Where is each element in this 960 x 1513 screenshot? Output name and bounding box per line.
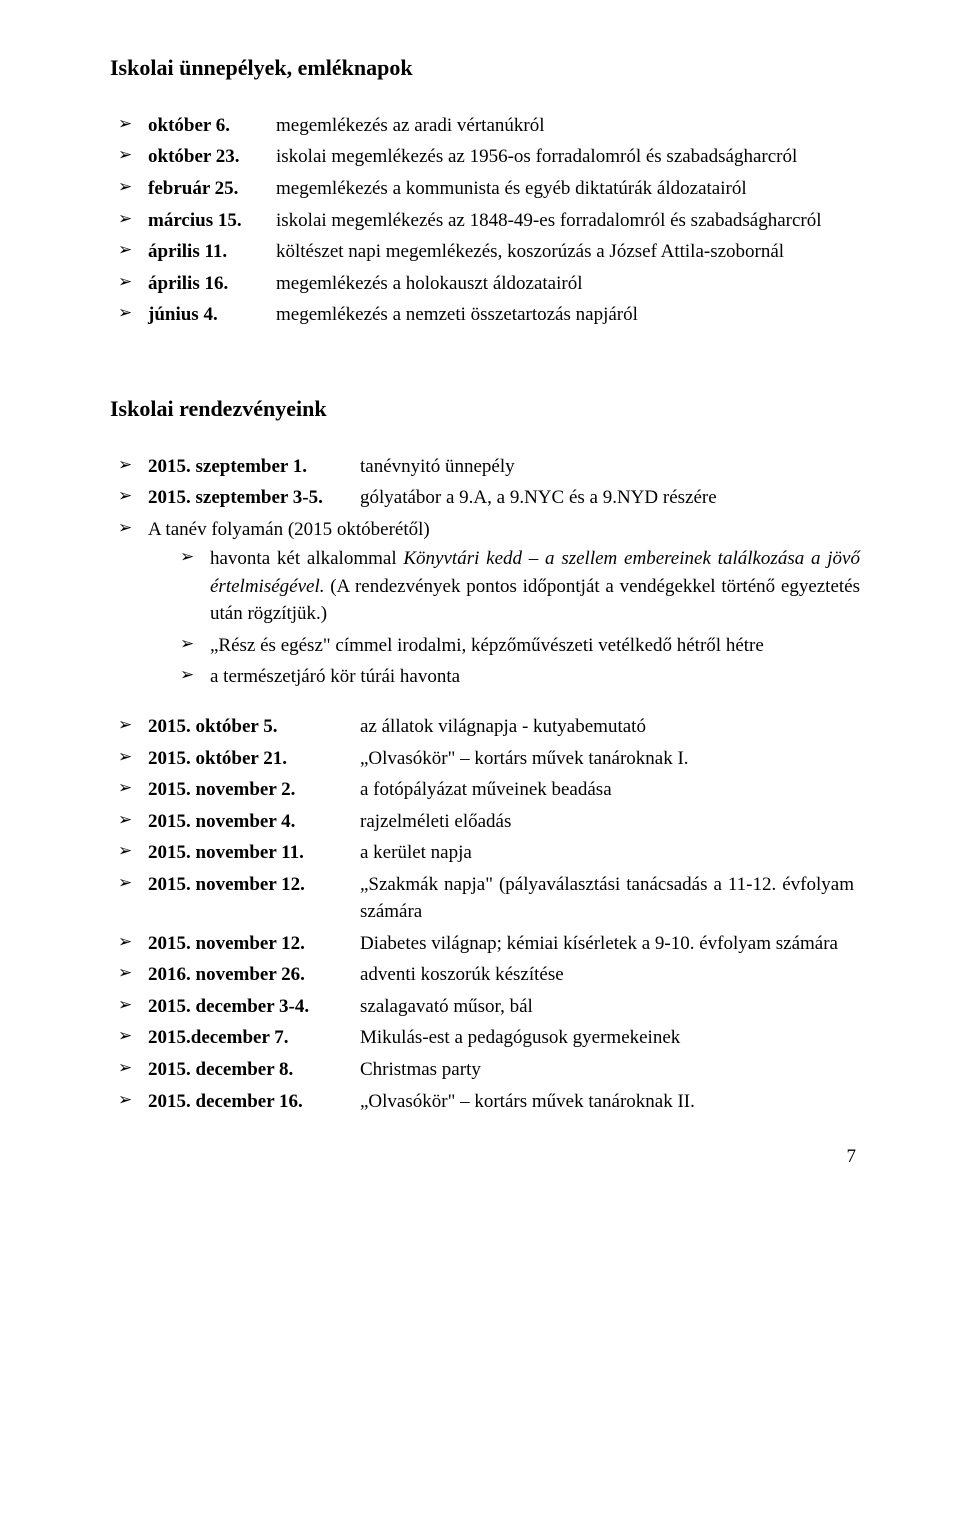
item-date: 2015.december 7. [148,1024,360,1052]
list-item: a természetjáró kör túrái havonta [180,663,860,691]
section2-heading: Iskolai rendezvényeink [110,393,860,425]
item-text: iskolai megemlékezés az 1848-49-es forra… [276,207,854,235]
item-text: költészet napi megemlékezés, koszorúzás … [276,238,854,266]
item-date: június 4. [148,301,276,329]
section2-dates-list: 2015. október 5.az állatok világnapja - … [118,713,860,1115]
item-date: február 25. [148,175,276,203]
item-text: a természetjáró kör túrái havonta [210,666,460,687]
item-text: „Szakmák napja" (pályaválasztási tanácsa… [360,871,854,926]
page-number: 7 [110,1143,860,1171]
section1-heading: Iskolai ünnepélyek, emléknapok [110,52,860,84]
list-item: 2015. december 3-4.szalagavató műsor, bá… [118,993,860,1021]
item-text: adventi koszorúk készítése [360,961,854,989]
item-date: 2015. december 3-4. [148,993,360,1021]
list-item: 2015. november 2.a fotópályázat műveinek… [118,776,860,804]
list-item: 2015. november 4.rajzelméleti előadás [118,808,860,836]
list-item: október 23.iskolai megemlékezés az 1956-… [118,143,860,171]
item-text: gólyatábor a 9.A, a 9.NYC és a 9.NYD rés… [360,487,717,508]
item-date: október 23. [148,143,276,171]
item-date: 2015. november 2. [148,776,360,804]
list-item: 2015. november 11.a kerület napja [118,839,860,867]
item-date: 2015. december 16. [148,1088,360,1116]
item-date: 2015. november 4. [148,808,360,836]
list-item: 2015. október 21.„Olvasókör" – kortárs m… [118,745,860,773]
list-item: 2015. október 5.az állatok világnapja - … [118,713,860,741]
item-date: 2015. október 5. [148,713,360,741]
section2-list: 2015. szeptember 1.tanévnyitó ünnepély 2… [118,453,860,691]
item-text: Mikulás-est a pedagógusok gyermekeinek [360,1024,854,1052]
item-date: 2015. november 12. [148,930,360,958]
list-item: április 11.költészet napi megemlékezés, … [118,238,860,266]
item-text: szalagavató műsor, bál [360,993,854,1021]
item-text: tanévnyitó ünnepély [360,456,515,477]
list-item: február 25.megemlékezés a kommunista és … [118,175,860,203]
item-text: „Olvasókör" – kortárs művek tanároknak I… [360,1088,854,1116]
item-text: megemlékezés a kommunista és egyéb dikta… [276,175,854,203]
list-item: október 6.megemlékezés az aradi vértanúk… [118,112,860,140]
item-date: október 6. [148,112,276,140]
item-text: iskolai megemlékezés az 1956-os forradal… [276,143,854,171]
item-text: az állatok világnapja - kutyabemutató [360,713,854,741]
list-item: 2016. november 26.adventi koszorúk készí… [118,961,860,989]
item-date: 2015. szeptember 1. [148,453,360,481]
item-date: március 15. [148,207,276,235]
item-date: 2015. december 8. [148,1056,360,1084]
list-item: 2015. december 8.Christmas party [118,1056,860,1084]
item-date: 2015. november 12. [148,871,360,899]
list-item: „Rész és egész" címmel irodalmi, képzőmű… [180,632,860,660]
item-text: a kerület napja [360,839,854,867]
list-item: 2015. szeptember 1.tanévnyitó ünnepély [118,453,860,481]
section1-list: október 6.megemlékezés az aradi vértanúk… [118,112,860,329]
list-item: havonta két alkalommal Könyvtári kedd – … [180,545,860,628]
item-text: megemlékezés a holokauszt áldozatairól [276,270,854,298]
item-text: megemlékezés az aradi vértanúkról [276,112,854,140]
item-text: Christmas party [360,1056,854,1084]
item-prefix: havonta két alkalommal [210,548,403,569]
nested-list: havonta két alkalommal Könyvtári kedd – … [180,545,860,691]
item-date: 2016. november 26. [148,961,360,989]
list-item: június 4.megemlékezés a nemzeti összetar… [118,301,860,329]
list-item: A tanév folyamán (2015 októberétől) havo… [118,516,860,691]
list-item: 2015. november 12.Diabetes világnap; kém… [118,930,860,958]
item-text: „Rész és egész" címmel irodalmi, képzőmű… [210,635,764,656]
list-item: 2015. szeptember 3-5.gólyatábor a 9.A, a… [118,484,860,512]
list-item: március 15.iskolai megemlékezés az 1848-… [118,207,860,235]
item-text: rajzelméleti előadás [360,808,854,836]
list-item: 2015. november 12.„Szakmák napja" (pálya… [118,871,860,926]
list-item: április 16.megemlékezés a holokauszt áld… [118,270,860,298]
list-item: 2015.december 7.Mikulás-est a pedagóguso… [118,1024,860,1052]
list-item: 2015. december 16.„Olvasókör" – kortárs … [118,1088,860,1116]
item-date: április 16. [148,270,276,298]
item-text: megemlékezés a nemzeti összetartozás nap… [276,301,854,329]
item-date: 2015. szeptember 3-5. [148,484,360,512]
item-date: 2015. október 21. [148,745,360,773]
item-text: A tanév folyamán (2015 októberétől) [148,519,430,540]
item-text: „Olvasókör" – kortárs művek tanároknak I… [360,745,854,773]
item-date: április 11. [148,238,276,266]
item-text: a fotópályázat műveinek beadása [360,776,854,804]
item-date: 2015. november 11. [148,839,360,867]
item-text: Diabetes világnap; kémiai kísérletek a 9… [360,930,854,958]
